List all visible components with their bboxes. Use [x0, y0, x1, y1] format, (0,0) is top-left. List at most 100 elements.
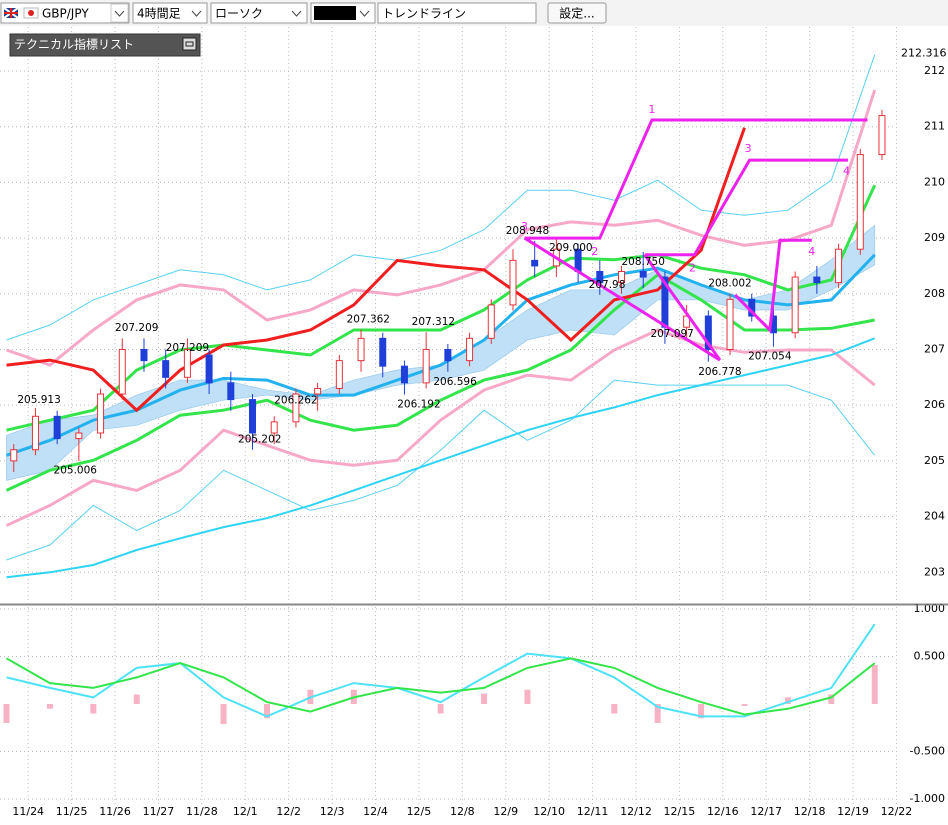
wave-label: 1 — [648, 103, 655, 116]
wave-label: 2 — [591, 245, 598, 258]
histogram-bar — [90, 704, 97, 714]
price-label: 207.097 — [650, 328, 693, 340]
x-tick-label: 12/8 — [450, 805, 475, 818]
x-tick-label: 12/16 — [707, 805, 739, 818]
candle-body — [487, 304, 495, 339]
high-marker-label: 212.316 — [901, 46, 947, 59]
x-tick-label: 11/24 — [12, 805, 44, 818]
x-tick-label: 12/15 — [664, 805, 696, 818]
y-tick-label: 206 — [924, 398, 945, 411]
x-tick-label: 12/12 — [620, 805, 652, 818]
histogram-bar — [524, 689, 531, 705]
indicator-line — [6, 184, 877, 432]
histogram-bar — [784, 697, 791, 705]
x-tick-label: 12/9 — [493, 805, 518, 818]
candle-body — [118, 348, 126, 395]
candle-body — [53, 415, 61, 440]
y-tick-label: 208 — [924, 287, 945, 300]
trendline — [734, 238, 812, 334]
y-tick-label: 212 — [924, 64, 945, 77]
price-label: 208.750 — [622, 256, 665, 268]
candle-body — [205, 354, 213, 384]
draw-tool-label: トレンドライン — [382, 7, 466, 21]
indicator-list[interactable]: テクニカル指標リスト — [9, 33, 201, 57]
x-tick-label: 12/11 — [577, 805, 609, 818]
price-label: 207.312 — [412, 316, 455, 328]
candle-body — [596, 271, 604, 284]
style-select[interactable]: ローソク — [210, 2, 308, 24]
candle-body — [444, 348, 452, 362]
price-label: 206.262 — [274, 395, 317, 407]
indicator-line — [6, 89, 877, 367]
histogram-bar — [654, 704, 661, 724]
candle-body — [97, 393, 105, 434]
y-tick-label: 211 — [924, 120, 945, 133]
candle-body — [357, 337, 365, 362]
indicator-line — [6, 54, 876, 341]
histogram-bar — [220, 704, 227, 724]
histogram-bar — [871, 665, 878, 705]
wave-label: 4 — [843, 164, 850, 177]
x-tick-label: 12/22 — [881, 805, 913, 818]
candle-body — [10, 449, 18, 462]
x-tick-label: 11/27 — [143, 805, 175, 818]
candle-body — [314, 387, 322, 395]
x-tick-label: 12/19 — [837, 805, 869, 818]
y-tick-label: -1.000 — [910, 792, 945, 805]
candle-body — [335, 360, 343, 389]
indicator-line — [6, 379, 876, 561]
candle-body — [704, 315, 712, 350]
x-tick-label: 12/4 — [363, 805, 388, 818]
x-tick-label: 12/3 — [320, 805, 345, 818]
candle-body — [791, 276, 799, 334]
price-label: 205.006 — [54, 465, 98, 477]
candle-body — [379, 337, 387, 367]
settings-label: 設定... — [559, 6, 594, 21]
trendline — [523, 236, 721, 362]
histogram-bar — [611, 704, 618, 714]
timeframe-select[interactable]: 4時間足 — [132, 2, 208, 24]
histogram-bar — [3, 704, 10, 724]
candle-body — [140, 348, 148, 362]
x-tick-label: 11/25 — [56, 805, 88, 818]
y-tick-label: 210 — [924, 175, 945, 188]
histogram-bar — [481, 693, 488, 705]
candle-body — [270, 421, 278, 434]
color-select[interactable] — [310, 2, 376, 24]
trendline — [644, 158, 848, 257]
settings-button[interactable]: 設定... — [547, 2, 607, 24]
price-label: 208.948 — [506, 225, 549, 237]
y-tick-label: 207 — [924, 342, 945, 355]
y-tick-label: 203 — [924, 565, 945, 578]
price-label: 209.000 — [549, 242, 592, 254]
wave-label: 4 — [808, 245, 815, 258]
wave-label: 3 — [521, 220, 528, 233]
histogram-bar — [437, 704, 444, 714]
price-label: 207.98 — [589, 279, 626, 291]
trendline — [524, 118, 868, 240]
candle-body — [531, 259, 539, 267]
trendline — [643, 253, 722, 361]
wave-label: 2 — [689, 262, 696, 275]
candle-body — [227, 382, 235, 401]
x-tick-label: 12/1 — [233, 805, 258, 818]
candle-body — [400, 365, 408, 384]
macd-line — [6, 657, 876, 716]
candle-body — [31, 415, 39, 451]
candle-body — [509, 259, 517, 306]
price-label: 207.209 — [115, 322, 158, 334]
candle-body — [618, 271, 626, 284]
candle-body — [292, 393, 300, 423]
candle-body — [835, 248, 843, 284]
style-label: ローソク — [215, 7, 263, 21]
x-tick-label: 12/5 — [407, 805, 432, 818]
price-label: 206.596 — [433, 376, 477, 388]
pair-select[interactable]: GBP/JPY — [0, 2, 130, 24]
price-label: 207.209 — [166, 342, 209, 354]
candle-body — [856, 154, 864, 250]
draw-tool-field[interactable]: トレンドライン — [377, 2, 537, 24]
price-label: 207.054 — [748, 350, 792, 362]
candle-body — [422, 348, 430, 384]
candle-body — [726, 298, 734, 350]
y-tick-label: -0.500 — [910, 745, 945, 758]
